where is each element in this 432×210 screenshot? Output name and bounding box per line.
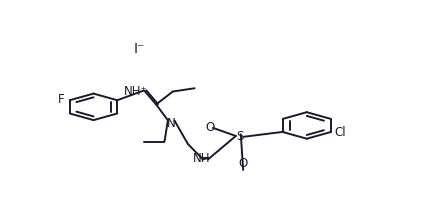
Text: NH: NH	[193, 152, 210, 165]
Text: NH⁺: NH⁺	[124, 85, 148, 98]
Text: N: N	[167, 117, 175, 130]
Text: I⁻: I⁻	[133, 42, 145, 56]
Text: Cl: Cl	[334, 126, 346, 139]
Text: O: O	[205, 121, 214, 134]
Text: F: F	[58, 93, 65, 106]
Text: S: S	[236, 130, 244, 143]
Text: O: O	[238, 157, 248, 170]
